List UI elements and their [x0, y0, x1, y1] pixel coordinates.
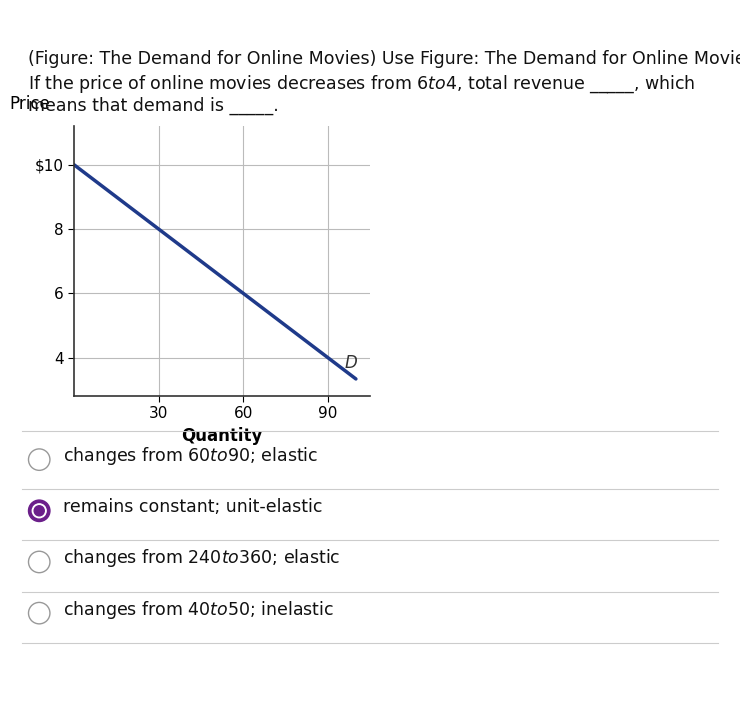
Text: remains constant; unit-elastic: remains constant; unit-elastic — [63, 498, 323, 516]
X-axis label: Quantity: Quantity — [181, 427, 263, 445]
Text: changes from $40 to $50; inelastic: changes from $40 to $50; inelastic — [63, 599, 334, 620]
Text: If the price of online movies decreases from $6 to $4, total revenue _____, whic: If the price of online movies decreases … — [28, 74, 696, 95]
Text: (Figure: The Demand for Online Movies) Use Figure: The Demand for Online Movies.: (Figure: The Demand for Online Movies) U… — [28, 50, 740, 69]
Circle shape — [29, 500, 50, 522]
Text: changes from $240 to $360; elastic: changes from $240 to $360; elastic — [63, 547, 340, 569]
Text: changes from $60 to $90; elastic: changes from $60 to $90; elastic — [63, 445, 318, 467]
Circle shape — [33, 504, 46, 518]
Text: Price: Price — [9, 95, 50, 113]
Circle shape — [34, 505, 44, 516]
Text: means that demand is _____.: means that demand is _____. — [28, 97, 279, 115]
Text: D: D — [345, 354, 357, 372]
